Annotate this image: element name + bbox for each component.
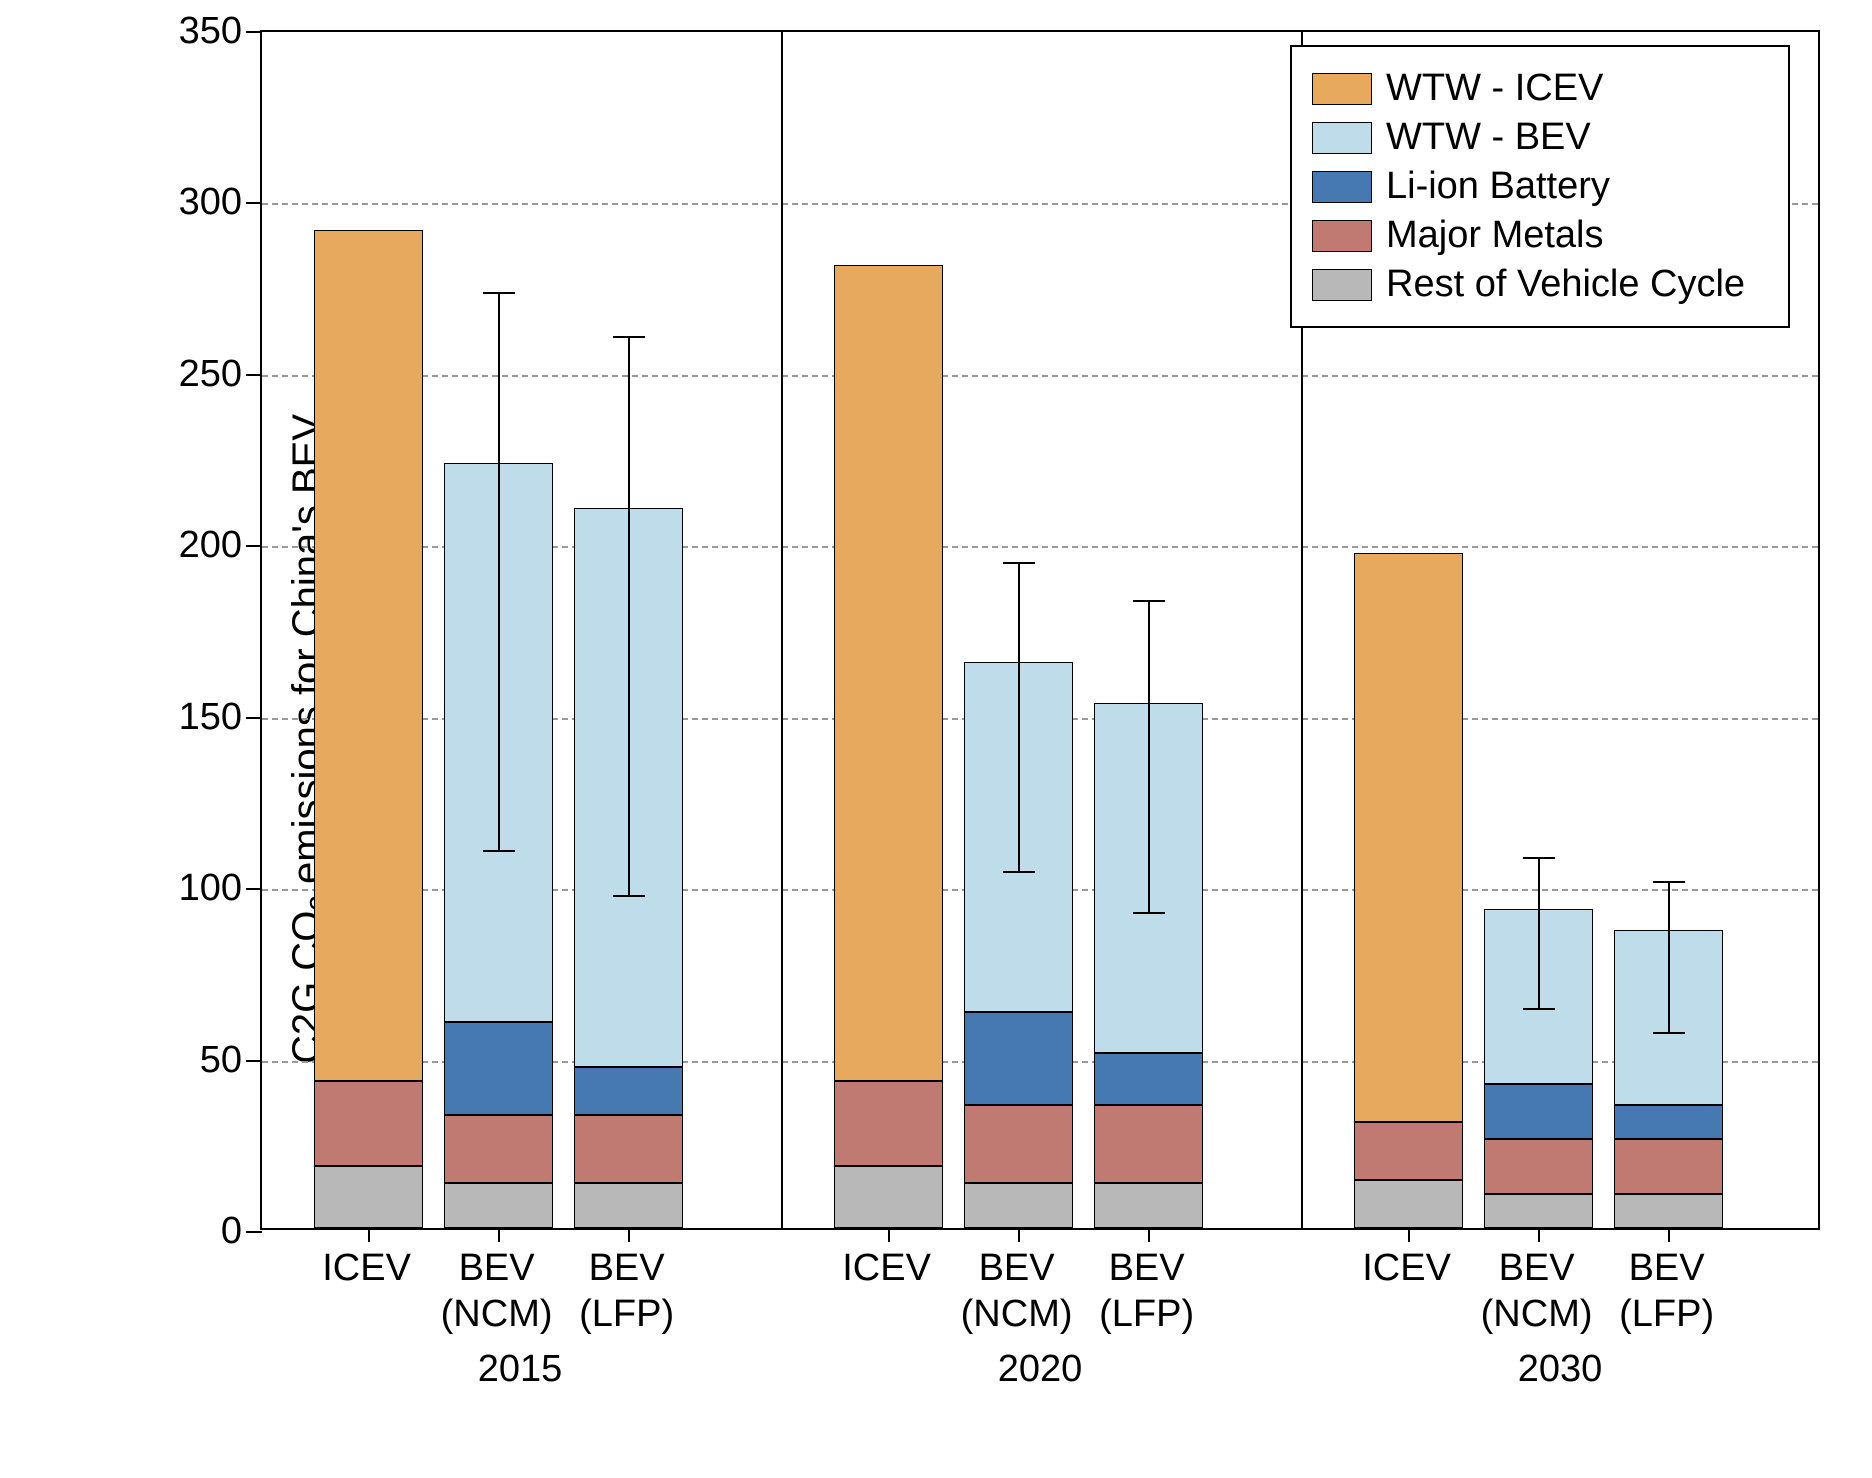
- bar-segment-battery: [444, 1022, 553, 1115]
- error-cap: [1523, 1008, 1555, 1010]
- legend-label: WTW - BEV: [1386, 116, 1591, 159]
- y-tick-label: 0: [152, 1210, 242, 1253]
- bar-segment-metals: [574, 1115, 683, 1184]
- bar-segment-rest: [1614, 1194, 1723, 1228]
- x-tick: [888, 1228, 890, 1242]
- x-tick: [628, 1228, 630, 1242]
- error-cap: [613, 895, 645, 897]
- y-tick-label: 100: [152, 867, 242, 910]
- bar-segment-metals: [1614, 1139, 1723, 1194]
- panel-separator: [781, 32, 783, 1228]
- bar-segment-battery: [1614, 1105, 1723, 1139]
- legend-label: Li-ion Battery: [1386, 165, 1610, 208]
- error-cap: [613, 336, 645, 338]
- legend-label: Rest of Vehicle Cycle: [1386, 263, 1745, 306]
- legend-item-battery: Li-ion Battery: [1312, 165, 1768, 208]
- legend-swatch: [1312, 171, 1372, 203]
- y-tick-label: 50: [152, 1039, 242, 1082]
- legend-item-wtw_bev: WTW - BEV: [1312, 116, 1768, 159]
- x-tick: [368, 1228, 370, 1242]
- bar-segment-rest: [444, 1183, 553, 1228]
- x-tick: [1538, 1228, 1540, 1242]
- bar-segment-rest: [1094, 1183, 1203, 1228]
- legend-item-wtw_icev: WTW - ICEV: [1312, 67, 1768, 110]
- bar-segment-rest: [314, 1166, 423, 1228]
- legend-swatch: [1312, 269, 1372, 301]
- x-tick: [498, 1228, 500, 1242]
- error-cap: [1653, 1032, 1685, 1034]
- error-cap: [1653, 881, 1685, 883]
- error-bar: [498, 293, 500, 852]
- error-bar: [628, 337, 630, 896]
- error-cap: [1003, 871, 1035, 873]
- bar-segment-rest: [1354, 1180, 1463, 1228]
- legend-swatch: [1312, 73, 1372, 105]
- y-tick-label: 300: [152, 181, 242, 224]
- bar-segment-rest: [1484, 1194, 1593, 1228]
- x-category-label: BEV(LFP): [537, 1246, 717, 1337]
- legend: WTW - ICEV WTW - BEV Li-ion Battery Major M…: [1290, 45, 1790, 328]
- legend-label: Major Metals: [1386, 214, 1604, 257]
- y-tick-label: 200: [152, 524, 242, 567]
- legend-item-rest: Rest of Vehicle Cycle: [1312, 263, 1768, 306]
- x-category-label: BEV(LFP): [1057, 1246, 1237, 1337]
- x-year-label: 2020: [780, 1348, 1300, 1391]
- bar-segment-battery: [1484, 1084, 1593, 1139]
- bar-segment-metals: [1094, 1105, 1203, 1184]
- y-tick: [246, 888, 262, 890]
- x-tick: [1018, 1228, 1020, 1242]
- y-tick: [246, 717, 262, 719]
- bar-segment-metals: [964, 1105, 1073, 1184]
- y-tick-label: 250: [152, 353, 242, 396]
- error-bar: [1538, 858, 1540, 1009]
- bar-segment-battery: [964, 1012, 1073, 1105]
- gridline: [262, 375, 1818, 377]
- bar-segment-rest: [834, 1166, 943, 1228]
- y-tick: [246, 1060, 262, 1062]
- bar-segment-wtw_icev: [314, 230, 423, 1080]
- error-cap: [1133, 600, 1165, 602]
- bar-segment-rest: [574, 1183, 683, 1228]
- x-year-label: 2015: [260, 1348, 780, 1391]
- y-tick: [246, 31, 262, 33]
- y-tick: [246, 202, 262, 204]
- error-cap: [1133, 912, 1165, 914]
- x-year-label: 2030: [1300, 1348, 1820, 1391]
- bar-segment-wtw_icev: [1354, 553, 1463, 1122]
- error-bar: [1668, 882, 1670, 1033]
- x-tick: [1668, 1228, 1670, 1242]
- bar-segment-wtw_icev: [834, 265, 943, 1081]
- bar-segment-metals: [834, 1081, 943, 1167]
- bar-segment-rest: [964, 1183, 1073, 1228]
- x-category-label: BEV(LFP): [1577, 1246, 1757, 1337]
- y-tick-label: 350: [152, 10, 242, 53]
- bar-segment-battery: [1094, 1053, 1203, 1104]
- bar-segment-battery: [574, 1067, 683, 1115]
- error-cap: [1523, 857, 1555, 859]
- error-bar: [1148, 601, 1150, 913]
- y-tick: [246, 545, 262, 547]
- error-cap: [483, 850, 515, 852]
- legend-label: WTW - ICEV: [1386, 67, 1603, 110]
- bar-segment-metals: [1484, 1139, 1593, 1194]
- error-cap: [483, 292, 515, 294]
- y-tick: [246, 1231, 262, 1233]
- bar-segment-metals: [1354, 1122, 1463, 1180]
- bar-segment-metals: [444, 1115, 553, 1184]
- legend-swatch: [1312, 220, 1372, 252]
- error-bar: [1018, 563, 1020, 872]
- y-tick-label: 150: [152, 696, 242, 739]
- bar-segment-metals: [314, 1081, 423, 1167]
- error-cap: [1003, 562, 1035, 564]
- x-tick: [1148, 1228, 1150, 1242]
- y-tick: [246, 374, 262, 376]
- emissions-chart: C2G CO2 emissions for China's BEV (g km-…: [0, 0, 1872, 1478]
- x-tick: [1408, 1228, 1410, 1242]
- legend-item-metals: Major Metals: [1312, 214, 1768, 257]
- legend-swatch: [1312, 122, 1372, 154]
